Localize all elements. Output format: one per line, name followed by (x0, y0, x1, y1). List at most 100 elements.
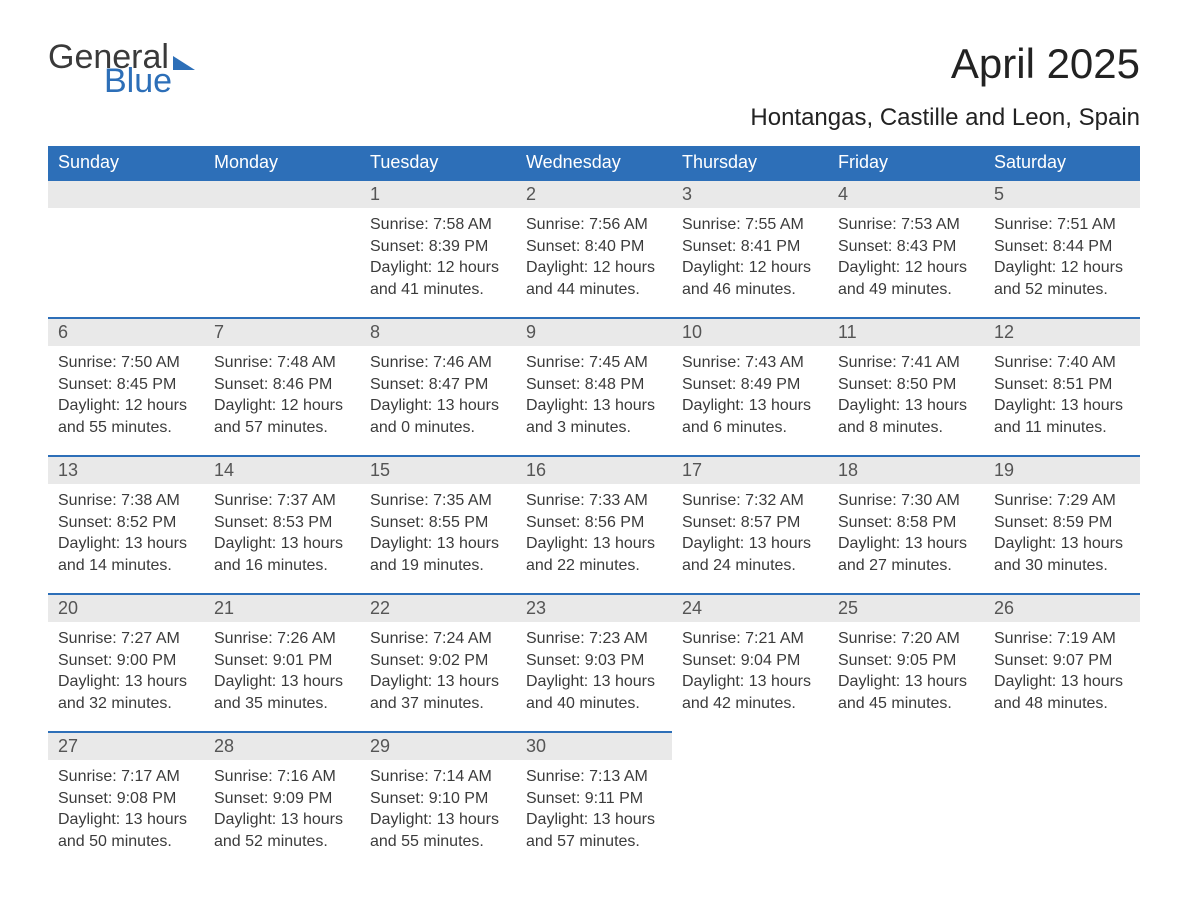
calendar-cell: 7Sunrise: 7:48 AMSunset: 8:46 PMDaylight… (204, 317, 360, 455)
sunset-text: Sunset: 9:09 PM (214, 788, 350, 810)
weekday-header: Saturday (984, 146, 1140, 179)
sunset-text: Sunset: 8:41 PM (682, 236, 818, 258)
calendar-cell: 10Sunrise: 7:43 AMSunset: 8:49 PMDayligh… (672, 317, 828, 455)
daylight-text: Daylight: 13 hours and 52 minutes. (214, 809, 350, 852)
daylight-text: Daylight: 13 hours and 55 minutes. (370, 809, 506, 852)
page-title: April 2025 (951, 40, 1140, 88)
day-number: 24 (672, 593, 828, 622)
calendar-cell: 14Sunrise: 7:37 AMSunset: 8:53 PMDayligh… (204, 455, 360, 593)
daylight-text: Daylight: 12 hours and 52 minutes. (994, 257, 1130, 300)
sunset-text: Sunset: 9:11 PM (526, 788, 662, 810)
daylight-text: Daylight: 13 hours and 11 minutes. (994, 395, 1130, 438)
sunrise-text: Sunrise: 7:35 AM (370, 490, 506, 512)
sunset-text: Sunset: 9:01 PM (214, 650, 350, 672)
day-number: 13 (48, 455, 204, 484)
sunrise-text: Sunrise: 7:29 AM (994, 490, 1130, 512)
calendar-table: SundayMondayTuesdayWednesdayThursdayFrid… (48, 146, 1140, 869)
weekday-header: Thursday (672, 146, 828, 179)
sunset-text: Sunset: 8:40 PM (526, 236, 662, 258)
daylight-text: Daylight: 13 hours and 27 minutes. (838, 533, 974, 576)
weekday-header: Monday (204, 146, 360, 179)
calendar-cell: 5Sunrise: 7:51 AMSunset: 8:44 PMDaylight… (984, 179, 1140, 317)
daylight-text: Daylight: 13 hours and 3 minutes. (526, 395, 662, 438)
daylight-text: Daylight: 13 hours and 0 minutes. (370, 395, 506, 438)
day-number: 29 (360, 731, 516, 760)
brand-word-2: Blue (104, 64, 172, 98)
daylight-text: Daylight: 13 hours and 40 minutes. (526, 671, 662, 714)
calendar-cell: 22Sunrise: 7:24 AMSunset: 9:02 PMDayligh… (360, 593, 516, 731)
sunrise-text: Sunrise: 7:20 AM (838, 628, 974, 650)
sunrise-text: Sunrise: 7:46 AM (370, 352, 506, 374)
daylight-text: Daylight: 13 hours and 50 minutes. (58, 809, 194, 852)
daylight-text: Daylight: 13 hours and 57 minutes. (526, 809, 662, 852)
day-number: 6 (48, 317, 204, 346)
daylight-text: Daylight: 13 hours and 24 minutes. (682, 533, 818, 576)
calendar-cell: 13Sunrise: 7:38 AMSunset: 8:52 PMDayligh… (48, 455, 204, 593)
day-number: 4 (828, 179, 984, 208)
day-number: 7 (204, 317, 360, 346)
day-number: 30 (516, 731, 672, 760)
calendar-cell (672, 731, 828, 869)
calendar-cell: 4Sunrise: 7:53 AMSunset: 8:43 PMDaylight… (828, 179, 984, 317)
sunrise-text: Sunrise: 7:45 AM (526, 352, 662, 374)
sunset-text: Sunset: 8:49 PM (682, 374, 818, 396)
sunset-text: Sunset: 8:39 PM (370, 236, 506, 258)
day-number: 5 (984, 179, 1140, 208)
day-number: 18 (828, 455, 984, 484)
daylight-text: Daylight: 13 hours and 22 minutes. (526, 533, 662, 576)
daylight-text: Daylight: 12 hours and 49 minutes. (838, 257, 974, 300)
brand-logo: General Blue (48, 40, 195, 98)
daylight-text: Daylight: 12 hours and 41 minutes. (370, 257, 506, 300)
calendar-cell: 18Sunrise: 7:30 AMSunset: 8:58 PMDayligh… (828, 455, 984, 593)
daylight-text: Daylight: 13 hours and 37 minutes. (370, 671, 506, 714)
sunset-text: Sunset: 8:55 PM (370, 512, 506, 534)
calendar-cell: 26Sunrise: 7:19 AMSunset: 9:07 PMDayligh… (984, 593, 1140, 731)
sunrise-text: Sunrise: 7:14 AM (370, 766, 506, 788)
sunrise-text: Sunrise: 7:43 AM (682, 352, 818, 374)
sunrise-text: Sunrise: 7:16 AM (214, 766, 350, 788)
day-number: 8 (360, 317, 516, 346)
sunset-text: Sunset: 8:52 PM (58, 512, 194, 534)
sunrise-text: Sunrise: 7:19 AM (994, 628, 1130, 650)
calendar-cell: 11Sunrise: 7:41 AMSunset: 8:50 PMDayligh… (828, 317, 984, 455)
sunset-text: Sunset: 8:43 PM (838, 236, 974, 258)
sunset-text: Sunset: 9:08 PM (58, 788, 194, 810)
calendar-cell: 8Sunrise: 7:46 AMSunset: 8:47 PMDaylight… (360, 317, 516, 455)
daylight-text: Daylight: 13 hours and 8 minutes. (838, 395, 974, 438)
sunrise-text: Sunrise: 7:50 AM (58, 352, 194, 374)
day-number: 11 (828, 317, 984, 346)
calendar-cell: 15Sunrise: 7:35 AMSunset: 8:55 PMDayligh… (360, 455, 516, 593)
calendar-cell: 30Sunrise: 7:13 AMSunset: 9:11 PMDayligh… (516, 731, 672, 869)
location-subtitle: Hontangas, Castille and Leon, Spain (48, 104, 1140, 132)
calendar-cell (204, 179, 360, 317)
weekday-header: Friday (828, 146, 984, 179)
sunrise-text: Sunrise: 7:37 AM (214, 490, 350, 512)
daylight-text: Daylight: 13 hours and 45 minutes. (838, 671, 974, 714)
day-number: 22 (360, 593, 516, 622)
calendar-cell: 3Sunrise: 7:55 AMSunset: 8:41 PMDaylight… (672, 179, 828, 317)
sunset-text: Sunset: 9:04 PM (682, 650, 818, 672)
calendar-cell: 17Sunrise: 7:32 AMSunset: 8:57 PMDayligh… (672, 455, 828, 593)
sunrise-text: Sunrise: 7:48 AM (214, 352, 350, 374)
sunset-text: Sunset: 9:03 PM (526, 650, 662, 672)
calendar-cell: 9Sunrise: 7:45 AMSunset: 8:48 PMDaylight… (516, 317, 672, 455)
sunrise-text: Sunrise: 7:24 AM (370, 628, 506, 650)
sunset-text: Sunset: 9:10 PM (370, 788, 506, 810)
sunrise-text: Sunrise: 7:27 AM (58, 628, 194, 650)
day-number: 9 (516, 317, 672, 346)
day-number: 14 (204, 455, 360, 484)
calendar-cell: 21Sunrise: 7:26 AMSunset: 9:01 PMDayligh… (204, 593, 360, 731)
calendar-cell (828, 731, 984, 869)
sunset-text: Sunset: 8:51 PM (994, 374, 1130, 396)
daylight-text: Daylight: 13 hours and 16 minutes. (214, 533, 350, 576)
weekday-header: Sunday (48, 146, 204, 179)
sunset-text: Sunset: 9:07 PM (994, 650, 1130, 672)
day-number: 23 (516, 593, 672, 622)
daylight-text: Daylight: 12 hours and 44 minutes. (526, 257, 662, 300)
day-number: 28 (204, 731, 360, 760)
daylight-text: Daylight: 12 hours and 46 minutes. (682, 257, 818, 300)
sunrise-text: Sunrise: 7:30 AM (838, 490, 974, 512)
weekday-header: Tuesday (360, 146, 516, 179)
sunrise-text: Sunrise: 7:26 AM (214, 628, 350, 650)
day-number: 20 (48, 593, 204, 622)
